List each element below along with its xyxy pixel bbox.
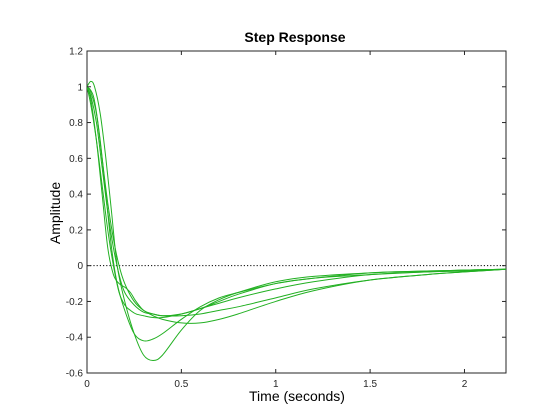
y-tick-label: 1.2 bbox=[69, 47, 83, 58]
y-tick-label: -0.4 bbox=[66, 333, 84, 344]
x-tick-label: 1 bbox=[273, 379, 279, 390]
axes-box bbox=[86, 50, 507, 374]
x-tick-label: 2 bbox=[462, 379, 468, 390]
x-tick-label: 1.5 bbox=[363, 379, 377, 390]
y-tick-label: 0.6 bbox=[69, 154, 83, 165]
y-tick-label: -0.2 bbox=[66, 297, 84, 308]
series-layer bbox=[87, 80, 506, 361]
x-tick-label: 0 bbox=[84, 379, 90, 390]
y-tick-label: 0 bbox=[77, 261, 83, 272]
series-line-5 bbox=[87, 86, 506, 317]
chart-title: Step Response bbox=[244, 29, 345, 45]
y-tick-label: 0.8 bbox=[69, 118, 83, 129]
y-tick-label: 0.2 bbox=[69, 225, 83, 236]
tick-layer: 0 0.5 1 1.5 2 -0.6 -0.4 -0.2 0 0.2 0.4 0.6 0.8 1 1.2 bbox=[66, 47, 506, 390]
x-axis-label: Time (seconds) bbox=[249, 388, 345, 404]
plot-area: 0 0.5 1 1.5 2 -0.6 -0.4 -0.2 0 0.2 0.4 0.6 0.8 1 1.2 bbox=[66, 47, 507, 390]
series-line-6 bbox=[87, 86, 506, 319]
y-axis-label: Amplitude bbox=[47, 182, 63, 244]
y-tick-label: 0.4 bbox=[69, 190, 83, 201]
y-tick-label: -0.6 bbox=[66, 369, 84, 380]
x-tick-label: 0.5 bbox=[174, 379, 188, 390]
series-line-1 bbox=[87, 80, 506, 361]
y-tick-label: 1 bbox=[77, 82, 83, 93]
